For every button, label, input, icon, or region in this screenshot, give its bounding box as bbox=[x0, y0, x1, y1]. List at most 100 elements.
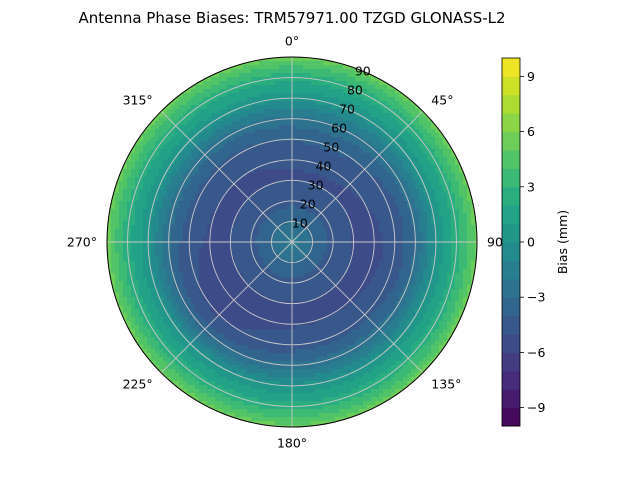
contour-cell bbox=[299, 269, 304, 274]
contour-cell bbox=[355, 105, 360, 110]
contour-cell bbox=[323, 113, 328, 118]
contour-cell bbox=[155, 317, 160, 322]
contour-cell bbox=[251, 361, 256, 366]
contour-cell bbox=[167, 377, 172, 382]
contour-cell bbox=[283, 85, 288, 90]
contour-cell bbox=[339, 181, 344, 186]
contour-cell bbox=[227, 105, 232, 110]
contour-cell bbox=[283, 297, 288, 302]
contour-cell bbox=[351, 189, 356, 194]
contour-cell bbox=[211, 277, 216, 282]
contour-cell bbox=[139, 289, 144, 294]
contour-cell bbox=[347, 113, 352, 118]
contour-cell bbox=[263, 105, 268, 110]
contour-cell bbox=[311, 89, 316, 94]
contour-cell bbox=[227, 385, 232, 390]
contour-cell bbox=[283, 65, 288, 70]
contour-cell bbox=[179, 161, 184, 166]
contour-cell bbox=[311, 145, 316, 150]
contour-cell bbox=[267, 157, 272, 162]
contour-cell bbox=[123, 249, 128, 254]
contour-cell bbox=[211, 109, 216, 114]
contour-cell bbox=[223, 113, 228, 118]
contour-cell bbox=[303, 169, 308, 174]
contour-cell bbox=[135, 249, 140, 254]
contour-cell bbox=[299, 257, 304, 262]
contour-cell bbox=[227, 77, 232, 82]
contour-cell bbox=[307, 421, 312, 426]
contour-cell bbox=[347, 85, 352, 90]
contour-cell bbox=[323, 297, 328, 302]
contour-cell bbox=[175, 277, 180, 282]
contour-cell bbox=[215, 297, 220, 302]
contour-cell bbox=[303, 293, 308, 298]
contour-cell bbox=[239, 409, 244, 414]
contour-cell bbox=[335, 321, 340, 326]
contour-cell bbox=[135, 141, 140, 146]
contour-cell bbox=[239, 269, 244, 274]
contour-cell bbox=[319, 353, 324, 358]
contour-cell bbox=[243, 73, 248, 78]
contour-cell bbox=[247, 249, 252, 254]
contour-cell bbox=[243, 377, 248, 382]
contour-cell bbox=[275, 273, 280, 278]
contour-cell bbox=[283, 305, 288, 310]
contour-cell bbox=[107, 257, 112, 262]
contour-cell bbox=[187, 105, 192, 110]
contour-cell bbox=[295, 185, 300, 190]
contour-cell bbox=[291, 265, 296, 270]
contour-cell bbox=[259, 337, 264, 342]
contour-cell bbox=[331, 405, 336, 410]
contour-cell bbox=[219, 313, 224, 318]
contour-cell bbox=[319, 233, 324, 238]
contour-cell bbox=[287, 377, 292, 382]
contour-cell bbox=[211, 93, 216, 98]
contour-cell bbox=[315, 309, 320, 314]
contour-cell bbox=[159, 269, 164, 274]
contour-cell bbox=[231, 341, 236, 346]
contour-cell bbox=[343, 141, 348, 146]
contour-cell bbox=[119, 241, 124, 246]
contour-cell bbox=[315, 169, 320, 174]
contour-cell bbox=[223, 237, 228, 242]
contour-cell bbox=[339, 189, 344, 194]
contour-cell bbox=[227, 117, 232, 122]
contour-cell bbox=[111, 205, 116, 210]
contour-cell bbox=[123, 297, 128, 302]
contour-cell bbox=[275, 141, 280, 146]
contour-cell bbox=[175, 173, 180, 178]
contour-cell bbox=[175, 269, 180, 274]
contour-cell bbox=[211, 337, 216, 342]
contour-cell bbox=[235, 409, 240, 414]
contour-cell bbox=[155, 305, 160, 310]
contour-cell bbox=[267, 405, 272, 410]
contour-cell bbox=[159, 289, 164, 294]
contour-cell bbox=[307, 249, 312, 254]
contour-cell bbox=[319, 181, 324, 186]
contour-cell bbox=[223, 373, 228, 378]
contour-cell bbox=[223, 133, 228, 138]
contour-cell bbox=[131, 153, 136, 158]
contour-cell bbox=[287, 85, 292, 90]
contour-cell bbox=[143, 193, 148, 198]
contour-cell bbox=[139, 217, 144, 222]
contour-cell bbox=[235, 325, 240, 330]
contour-cell bbox=[139, 301, 144, 306]
contour-cell bbox=[187, 345, 192, 350]
contour-cell bbox=[187, 377, 192, 382]
contour-cell bbox=[215, 381, 220, 386]
contour-cell bbox=[299, 329, 304, 334]
contour-cell bbox=[275, 385, 280, 390]
contour-cell bbox=[243, 65, 248, 70]
contour-cell bbox=[283, 193, 288, 198]
contour-cell bbox=[295, 305, 300, 310]
contour-cell bbox=[247, 125, 252, 130]
contour-cell bbox=[335, 145, 340, 150]
contour-cell bbox=[323, 221, 328, 226]
contour-cell bbox=[355, 229, 360, 234]
contour-cell bbox=[343, 85, 348, 90]
contour-cell bbox=[295, 413, 300, 418]
contour-cell bbox=[303, 205, 308, 210]
contour-cell bbox=[279, 417, 284, 422]
contour-cell bbox=[287, 269, 292, 274]
